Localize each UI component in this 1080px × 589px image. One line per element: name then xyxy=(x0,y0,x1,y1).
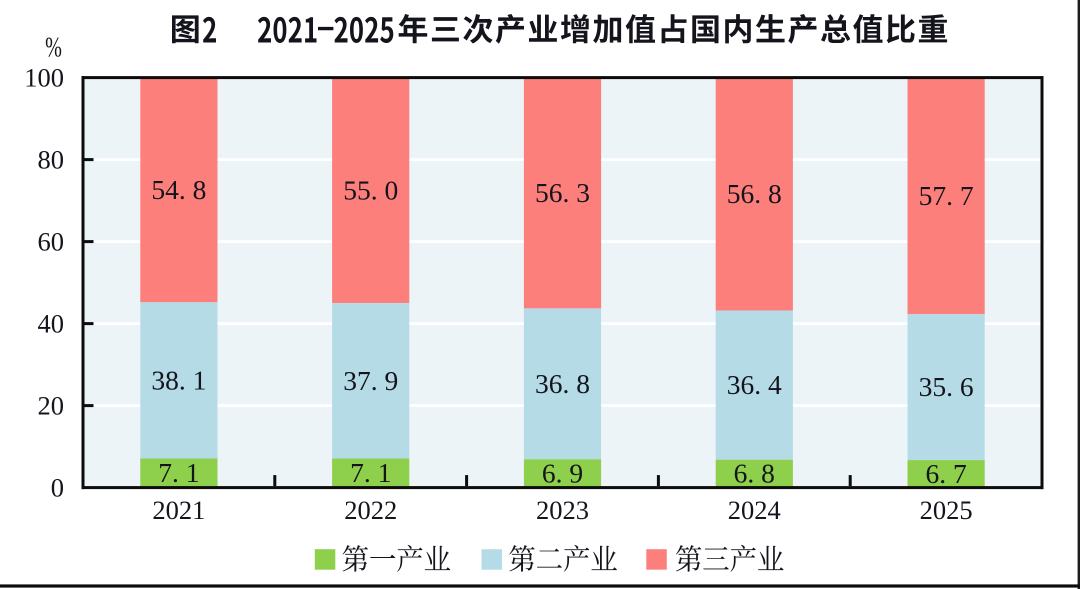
svg-text:6. 7: 6. 7 xyxy=(925,458,966,489)
svg-text:2023: 2023 xyxy=(536,495,589,525)
svg-text:%: % xyxy=(45,32,62,63)
svg-text:2022: 2022 xyxy=(344,495,397,525)
svg-text:57. 7: 57. 7 xyxy=(919,180,974,211)
svg-text:35. 6: 35. 6 xyxy=(919,371,974,402)
svg-text:56. 8: 56. 8 xyxy=(727,178,782,209)
svg-text:7. 1: 7. 1 xyxy=(350,457,391,488)
svg-text:100: 100 xyxy=(24,63,64,93)
svg-text:55. 0: 55. 0 xyxy=(343,174,398,205)
svg-text:6. 9: 6. 9 xyxy=(542,458,583,489)
svg-text:7. 1: 7. 1 xyxy=(158,457,199,488)
svg-text:80: 80 xyxy=(38,145,65,175)
svg-text:2021: 2021 xyxy=(152,495,205,525)
svg-text:6. 8: 6. 8 xyxy=(734,458,775,489)
svg-text:56. 3: 56. 3 xyxy=(535,177,590,208)
svg-text:0: 0 xyxy=(51,473,64,503)
svg-text:36. 4: 36. 4 xyxy=(727,369,782,400)
svg-text:37. 9: 37. 9 xyxy=(343,365,398,396)
svg-text:54. 8: 54. 8 xyxy=(151,174,206,205)
svg-text:40: 40 xyxy=(38,309,65,339)
svg-text:36. 8: 36. 8 xyxy=(535,368,590,399)
svg-text:60: 60 xyxy=(38,227,65,257)
svg-text:20: 20 xyxy=(38,391,65,421)
svg-text:2025: 2025 xyxy=(920,495,973,525)
svg-text:38. 1: 38. 1 xyxy=(151,364,206,395)
svg-text:2024: 2024 xyxy=(728,495,781,525)
